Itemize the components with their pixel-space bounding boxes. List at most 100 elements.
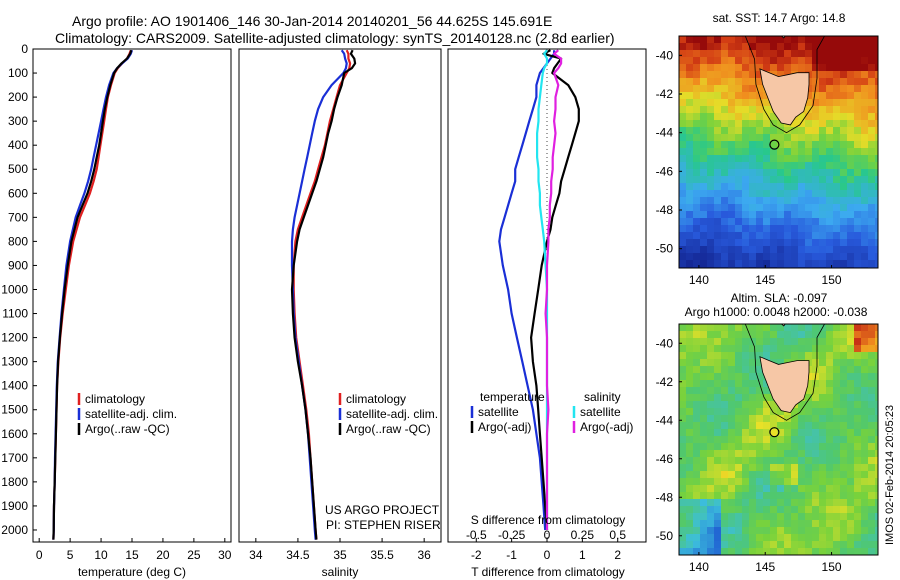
sla-cell <box>679 534 687 542</box>
sla-cell <box>714 366 722 374</box>
sla-cell <box>728 387 736 395</box>
sst-cell <box>756 260 764 268</box>
sst-cell <box>756 36 764 44</box>
sla-cell <box>679 527 687 535</box>
sst-cell <box>812 204 820 212</box>
sla-cell <box>854 513 862 521</box>
sla-cell <box>861 492 869 500</box>
sst-cell <box>686 239 694 247</box>
sla-cell <box>819 541 827 549</box>
sla-cell <box>763 520 771 528</box>
sla-cell <box>819 485 827 493</box>
sla-cell <box>840 380 848 388</box>
sst-cell <box>721 64 729 72</box>
sst-cell <box>749 218 757 226</box>
sla-cell <box>714 555 722 563</box>
sla-cell <box>735 345 743 353</box>
salinity-diff-tick-label: -0.25 <box>498 528 526 542</box>
sla-cell <box>728 443 736 451</box>
sst-cell <box>728 120 736 128</box>
sst-cell <box>707 64 715 72</box>
sla-cell <box>777 359 785 367</box>
sla-cell <box>777 450 785 458</box>
sla-cell <box>714 345 722 353</box>
sla-cell <box>679 359 687 367</box>
sla-cell <box>735 506 743 514</box>
sla-cell <box>840 492 848 500</box>
sla-cell <box>700 338 708 346</box>
sst-cell <box>693 92 701 100</box>
sla-cell <box>693 450 701 458</box>
sst-cell <box>833 36 841 44</box>
sst-cell <box>875 176 878 184</box>
sst-cell <box>840 106 848 114</box>
sst-cell <box>819 246 827 254</box>
sla-cell <box>791 485 799 493</box>
sst-cell <box>798 169 806 177</box>
sla-cell <box>700 478 708 486</box>
sla-cell <box>749 394 757 402</box>
sla-cell <box>819 534 827 542</box>
sla-cell <box>735 436 743 444</box>
sla-cell <box>756 366 764 374</box>
sst-cell <box>707 78 715 86</box>
sla-cell <box>791 555 799 563</box>
sla-cell <box>777 541 785 549</box>
sla-cell <box>777 485 785 493</box>
map-y-tick-label: -44 <box>656 413 674 427</box>
sla-cell <box>791 429 799 437</box>
sla-cell <box>805 443 813 451</box>
sst-cell <box>679 225 687 233</box>
sla-cell <box>749 345 757 353</box>
sla-cell <box>812 359 820 367</box>
sst-cell <box>756 183 764 191</box>
sst-cell <box>742 78 750 86</box>
sla-cell <box>707 338 715 346</box>
sla-cell <box>840 345 848 353</box>
sla-cell <box>812 450 820 458</box>
sla-cell <box>763 338 771 346</box>
sla-cell <box>749 380 757 388</box>
legend-label: Argo(..raw -QC) <box>85 422 170 436</box>
sla-cell <box>728 499 736 507</box>
sst-cell <box>763 204 771 212</box>
sst-cell <box>777 50 785 58</box>
sst-cell <box>714 148 722 156</box>
sla-cell <box>840 373 848 381</box>
sla-map-axes: 140 145 150-40-42-44-46-48-50 <box>656 336 842 574</box>
sst-cell <box>700 169 708 177</box>
sst-cell <box>686 169 694 177</box>
sst-cell <box>742 211 750 219</box>
sst-cell <box>749 260 757 268</box>
sla-cell <box>756 457 764 465</box>
sla-cell <box>728 436 736 444</box>
series-line-satellite <box>498 50 556 531</box>
sst-cell <box>840 162 848 170</box>
sst-cell <box>854 169 862 177</box>
sla-cell <box>721 415 729 423</box>
sla-cell <box>868 352 876 360</box>
sla-cell <box>700 506 708 514</box>
sla-cell <box>707 352 715 360</box>
sla-cell <box>812 429 820 437</box>
sst-cell <box>679 50 687 58</box>
sla-cell <box>756 471 764 479</box>
sla-cell <box>728 492 736 500</box>
sst-cell <box>707 120 715 128</box>
sst-cell <box>861 127 869 135</box>
sst-cell <box>756 141 764 149</box>
sla-cell <box>819 359 827 367</box>
sst-cell <box>875 120 878 128</box>
sst-cell <box>728 162 736 170</box>
legend-label: Argo(-adj) <box>478 420 531 434</box>
sla-cell <box>693 520 701 528</box>
sla-map-subtitle: Argo h1000: 0.0048 h2000: -0.038 <box>685 305 868 319</box>
sst-cell <box>770 134 778 142</box>
sst-cell <box>819 260 827 268</box>
salinity-diff-tick-label: 0 <box>544 528 551 542</box>
sst-cell <box>798 260 806 268</box>
sla-cell <box>707 520 715 528</box>
sla-cell <box>679 492 687 500</box>
sla-cell <box>749 520 757 528</box>
sst-cell <box>861 99 869 107</box>
